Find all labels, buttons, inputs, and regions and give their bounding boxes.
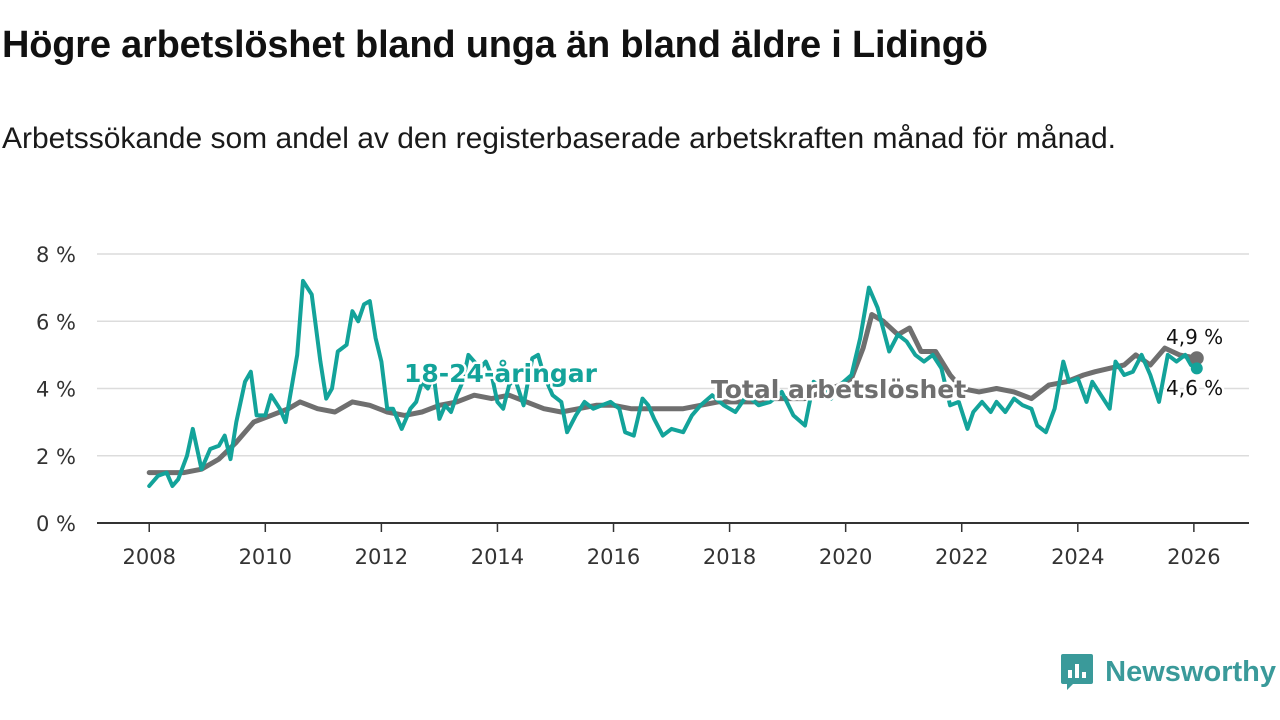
series-label-youth-halo: 18-24-åringar: [404, 359, 598, 388]
end-label-youth-text: 4,6 %: [1166, 376, 1223, 400]
chart-logo-icon: [1061, 654, 1094, 690]
y-tick-label: 0 %: [36, 512, 76, 536]
x-tick-label: 2026: [1167, 545, 1220, 569]
series-line-total: [146, 312, 1200, 476]
end-point-youth: [1190, 362, 1203, 375]
end-point-total: [1189, 351, 1204, 366]
y-tick-label: 6 %: [36, 310, 76, 334]
series-line-youth: [147, 278, 1199, 488]
end-label-total: 4,9 %4,9 %: [1164, 323, 1226, 352]
series-label-total-text: Total arbetslöshet: [711, 375, 966, 404]
x-tick-label: 2012: [355, 545, 408, 569]
x-axis: 2008 2010 2012 2014 2016 2018 2020 2022 2024 2026: [97, 522, 1249, 569]
end-label-youth: 4,6 %4,6 %: [1164, 374, 1226, 403]
series-layer: [146, 278, 1204, 488]
x-tick-label: 2018: [703, 545, 756, 569]
x-tick-label: 2008: [123, 545, 176, 569]
end-label-total-text: 4,9 %: [1166, 325, 1223, 349]
x-tick-label: 2022: [935, 545, 988, 569]
grid-layer: 0 % 2 % 4 % 6 % 8 %: [36, 243, 1249, 536]
y-tick-label: 8 %: [36, 243, 76, 267]
x-tick-label: 2016: [587, 545, 640, 569]
x-tick-label: 2024: [1051, 545, 1104, 569]
x-tick-label: 2014: [471, 545, 524, 569]
brand-logo[interactable]: Newsworthy: [1059, 650, 1276, 694]
end-label-youth-halo: 4,6 %: [1166, 376, 1223, 400]
y-tick-label: 4 %: [36, 378, 76, 402]
x-tick-label: 2010: [239, 545, 292, 569]
chart-subtitle: Arbetssökande som andel av den registerb…: [2, 122, 1116, 155]
end-label-total-halo: 4,9 %: [1166, 325, 1223, 349]
y-tick-label: 2 %: [36, 445, 76, 469]
series-label-youth-text: 18-24-åringar: [404, 359, 598, 388]
x-tick-label: 2020: [819, 545, 872, 569]
series-label-total-halo: Total arbetslöshet: [711, 375, 966, 404]
brand-name: Newsworthy: [1105, 655, 1276, 688]
chart-title: Högre arbetslöshet bland unga än bland ä…: [2, 24, 988, 66]
